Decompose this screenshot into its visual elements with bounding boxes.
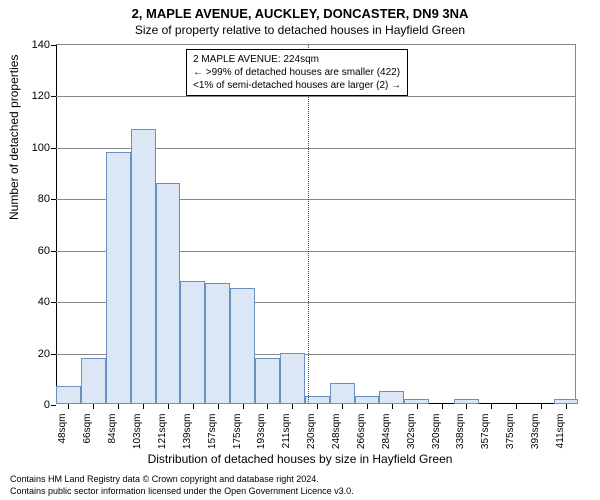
xtick-label: 211sqm xyxy=(281,410,292,449)
xtick-label: 248sqm xyxy=(331,410,342,450)
xtick-label: 139sqm xyxy=(182,410,193,450)
y-axis xyxy=(56,45,57,404)
ytick-label: 40 xyxy=(38,296,56,308)
chart-plot-area: 02040608010012014048sqm66sqm84sqm103sqm1… xyxy=(56,44,576,404)
y-axis-label: Number of detached properties xyxy=(7,55,21,220)
xtick-mark xyxy=(541,404,542,409)
ytick-label: 100 xyxy=(32,142,56,154)
histogram-bar xyxy=(56,386,81,404)
reference-line xyxy=(308,45,309,404)
histogram-bar xyxy=(230,288,255,404)
xtick-label: 103sqm xyxy=(132,410,143,450)
footer-copyright-1: Contains HM Land Registry data © Crown c… xyxy=(10,474,319,484)
footer-copyright-2: Contains public sector information licen… xyxy=(10,486,354,496)
histogram-bar xyxy=(81,358,106,404)
histogram-bar xyxy=(106,152,131,404)
x-axis-label: Distribution of detached houses by size … xyxy=(0,452,600,466)
xtick-mark xyxy=(168,404,169,409)
xtick-label: 48sqm xyxy=(57,410,68,444)
info-box-line: ← >99% of detached houses are smaller (4… xyxy=(193,66,401,79)
histogram-bar xyxy=(255,358,280,404)
xtick-mark xyxy=(292,404,293,409)
xtick-mark xyxy=(317,404,318,409)
xtick-label: 320sqm xyxy=(431,410,442,450)
xtick-label: 175sqm xyxy=(232,410,243,450)
xtick-mark xyxy=(442,404,443,409)
xtick-label: 375sqm xyxy=(505,410,516,450)
xtick-mark xyxy=(466,404,467,409)
xtick-mark xyxy=(417,404,418,409)
xtick-mark xyxy=(367,404,368,409)
ytick-label: 140 xyxy=(32,39,56,51)
xtick-label: 230sqm xyxy=(306,410,317,450)
xtick-label: 266sqm xyxy=(356,410,367,450)
xtick-mark xyxy=(342,404,343,409)
xtick-mark xyxy=(243,404,244,409)
xtick-mark xyxy=(118,404,119,409)
histogram-bar xyxy=(180,281,205,404)
ytick-label: 20 xyxy=(38,348,56,360)
ytick-label: 80 xyxy=(38,193,56,205)
xtick-mark xyxy=(218,404,219,409)
chart-title-sub: Size of property relative to detached ho… xyxy=(0,21,600,37)
histogram-bar xyxy=(156,183,181,404)
ytick-label: 60 xyxy=(38,245,56,257)
xtick-mark xyxy=(93,404,94,409)
xtick-label: 284sqm xyxy=(381,410,392,450)
histogram-bar xyxy=(330,383,355,404)
xtick-label: 302sqm xyxy=(406,410,417,450)
ytick-label: 0 xyxy=(44,399,56,411)
info-box-line: 2 MAPLE AVENUE: 224sqm xyxy=(193,53,401,66)
xtick-mark xyxy=(143,404,144,409)
histogram-bar xyxy=(355,396,380,404)
xtick-mark xyxy=(267,404,268,409)
xtick-label: 121sqm xyxy=(157,410,168,450)
xtick-mark xyxy=(566,404,567,409)
xtick-label: 393sqm xyxy=(530,410,541,450)
ytick-label: 120 xyxy=(32,90,56,102)
info-box: 2 MAPLE AVENUE: 224sqm← >99% of detached… xyxy=(186,49,408,96)
xtick-mark xyxy=(392,404,393,409)
xtick-label: 157sqm xyxy=(207,410,218,450)
xtick-label: 357sqm xyxy=(480,410,491,450)
xtick-mark xyxy=(68,404,69,409)
xtick-label: 338sqm xyxy=(455,410,466,450)
histogram-bar xyxy=(205,283,230,404)
gridline xyxy=(56,96,575,97)
xtick-label: 193sqm xyxy=(256,410,267,450)
histogram-bar xyxy=(280,353,305,404)
histogram-bar xyxy=(131,129,156,404)
xtick-mark xyxy=(193,404,194,409)
xtick-label: 66sqm xyxy=(82,410,93,444)
histogram-bar xyxy=(379,391,404,404)
chart-container: 2, MAPLE AVENUE, AUCKLEY, DONCASTER, DN9… xyxy=(0,0,600,500)
xtick-mark xyxy=(491,404,492,409)
info-box-line: <1% of semi-detached houses are larger (… xyxy=(193,79,401,92)
chart-title-main: 2, MAPLE AVENUE, AUCKLEY, DONCASTER, DN9… xyxy=(0,0,600,21)
xtick-mark xyxy=(516,404,517,409)
xtick-label: 84sqm xyxy=(107,410,118,444)
xtick-label: 411sqm xyxy=(555,410,566,449)
